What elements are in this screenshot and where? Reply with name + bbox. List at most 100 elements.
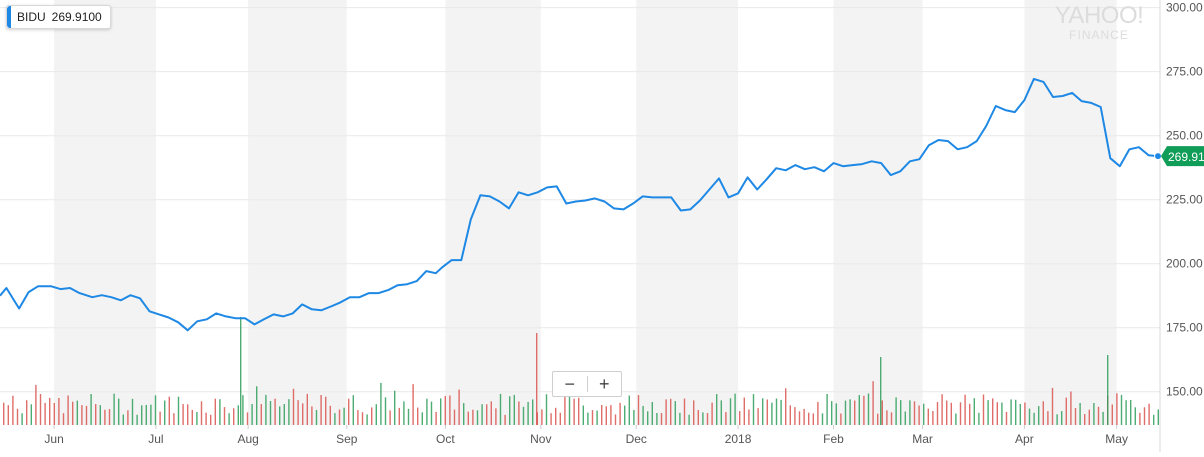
- x-tick-label: Jun: [44, 432, 63, 446]
- volume-bar: [182, 404, 184, 425]
- volume-bar: [1028, 408, 1031, 425]
- y-tick-label: 250.00: [1166, 129, 1203, 143]
- volume-bar: [49, 397, 51, 425]
- volume-bar: [242, 395, 244, 425]
- volume-bar: [688, 414, 690, 425]
- volume-bar: [12, 395, 14, 425]
- volume-bar: [936, 402, 939, 425]
- volume-bar: [780, 399, 782, 425]
- volume-bar: [881, 400, 883, 425]
- volume-bar: [844, 400, 847, 425]
- volume-bar: [757, 408, 759, 425]
- volume-bar: [338, 409, 341, 425]
- volume-bar: [573, 398, 575, 425]
- volume-bar: [504, 414, 506, 425]
- volume-bar: [927, 408, 929, 425]
- volume-bar: [509, 396, 511, 425]
- volume-bar: [30, 404, 32, 425]
- volume-bar: [449, 395, 451, 425]
- volume-bar: [315, 409, 318, 425]
- volume-bar: [775, 398, 778, 425]
- volume-bar: [1111, 404, 1113, 425]
- month-band: [833, 0, 923, 425]
- volume-bar: [366, 414, 368, 425]
- volume-bar: [1070, 391, 1072, 425]
- volume-bar: [785, 388, 787, 425]
- volume-bar: [150, 404, 152, 425]
- volume-bar: [191, 409, 193, 425]
- volume-bar: [849, 399, 851, 425]
- volume-bar: [260, 404, 262, 425]
- volume-bar: [458, 389, 460, 425]
- volume-bar: [384, 397, 387, 425]
- volume-bar: [1074, 408, 1077, 425]
- volume-bar: [1157, 409, 1159, 425]
- volume-bar: [900, 400, 902, 425]
- volume-bar: [1065, 397, 1067, 425]
- volume-bar: [233, 408, 235, 425]
- volume-bar: [880, 357, 882, 425]
- volume-bar: [334, 413, 336, 425]
- volume-bar: [840, 413, 842, 425]
- volume-bar: [108, 409, 111, 425]
- volume-bar: [647, 411, 649, 425]
- volume-bar: [453, 409, 456, 425]
- volume-bar: [890, 412, 893, 425]
- volume-bar: [725, 412, 727, 425]
- volume-bar: [527, 401, 529, 425]
- volume-bar: [582, 405, 584, 425]
- volume-bar: [808, 412, 810, 425]
- y-tick-label: 175.00: [1166, 321, 1203, 335]
- volume-bar: [44, 402, 46, 425]
- volume-bar: [1143, 407, 1146, 425]
- volume-bar: [1015, 399, 1017, 425]
- volume-bar: [789, 405, 791, 425]
- volume-bar: [904, 411, 906, 425]
- volume-bar: [21, 413, 23, 425]
- volume-bar: [430, 401, 433, 425]
- volume-bar: [495, 408, 497, 425]
- volume-bar: [568, 395, 571, 425]
- volume-bar: [679, 412, 681, 425]
- volume-bar: [522, 406, 525, 425]
- volume-bar: [628, 395, 630, 425]
- volume-bar: [886, 410, 888, 425]
- volume-bar: [660, 413, 663, 425]
- volume-bar: [173, 413, 175, 425]
- volume-bar: [164, 400, 166, 425]
- volume-bar: [651, 402, 653, 425]
- volume-bar: [223, 407, 226, 425]
- zoom-controls: − +: [552, 371, 622, 397]
- volume-bar: [1084, 414, 1086, 425]
- volume-bar: [1005, 411, 1008, 425]
- volume-bar: [835, 403, 837, 425]
- volume-bar: [7, 405, 9, 425]
- volume-bar: [578, 397, 580, 425]
- volume-bar: [826, 394, 828, 425]
- volume-bar: [210, 414, 212, 425]
- volume-bar: [311, 406, 313, 425]
- volume-bar: [288, 399, 290, 425]
- volume-bar: [536, 333, 538, 425]
- volume-bar: [283, 404, 285, 425]
- volume-bar: [35, 384, 37, 425]
- x-tick-label: Aug: [237, 432, 258, 446]
- volume-bar: [610, 405, 612, 425]
- volume-bar: [113, 393, 115, 425]
- volume-bar: [1120, 394, 1123, 425]
- zoom-out-button[interactable]: −: [564, 373, 575, 394]
- volume-bar: [812, 413, 814, 425]
- volume-bar: [665, 399, 667, 425]
- volume-bar: [159, 411, 161, 425]
- volume-bar: [729, 398, 732, 425]
- volume-bar: [518, 401, 520, 425]
- volume-bar: [706, 413, 709, 425]
- volume-bar: [1001, 402, 1003, 425]
- volume-bar: [421, 412, 423, 425]
- volume-bar: [398, 407, 400, 425]
- volume-bar: [145, 405, 147, 425]
- volume-bar: [702, 412, 704, 425]
- zoom-in-button[interactable]: +: [598, 373, 610, 394]
